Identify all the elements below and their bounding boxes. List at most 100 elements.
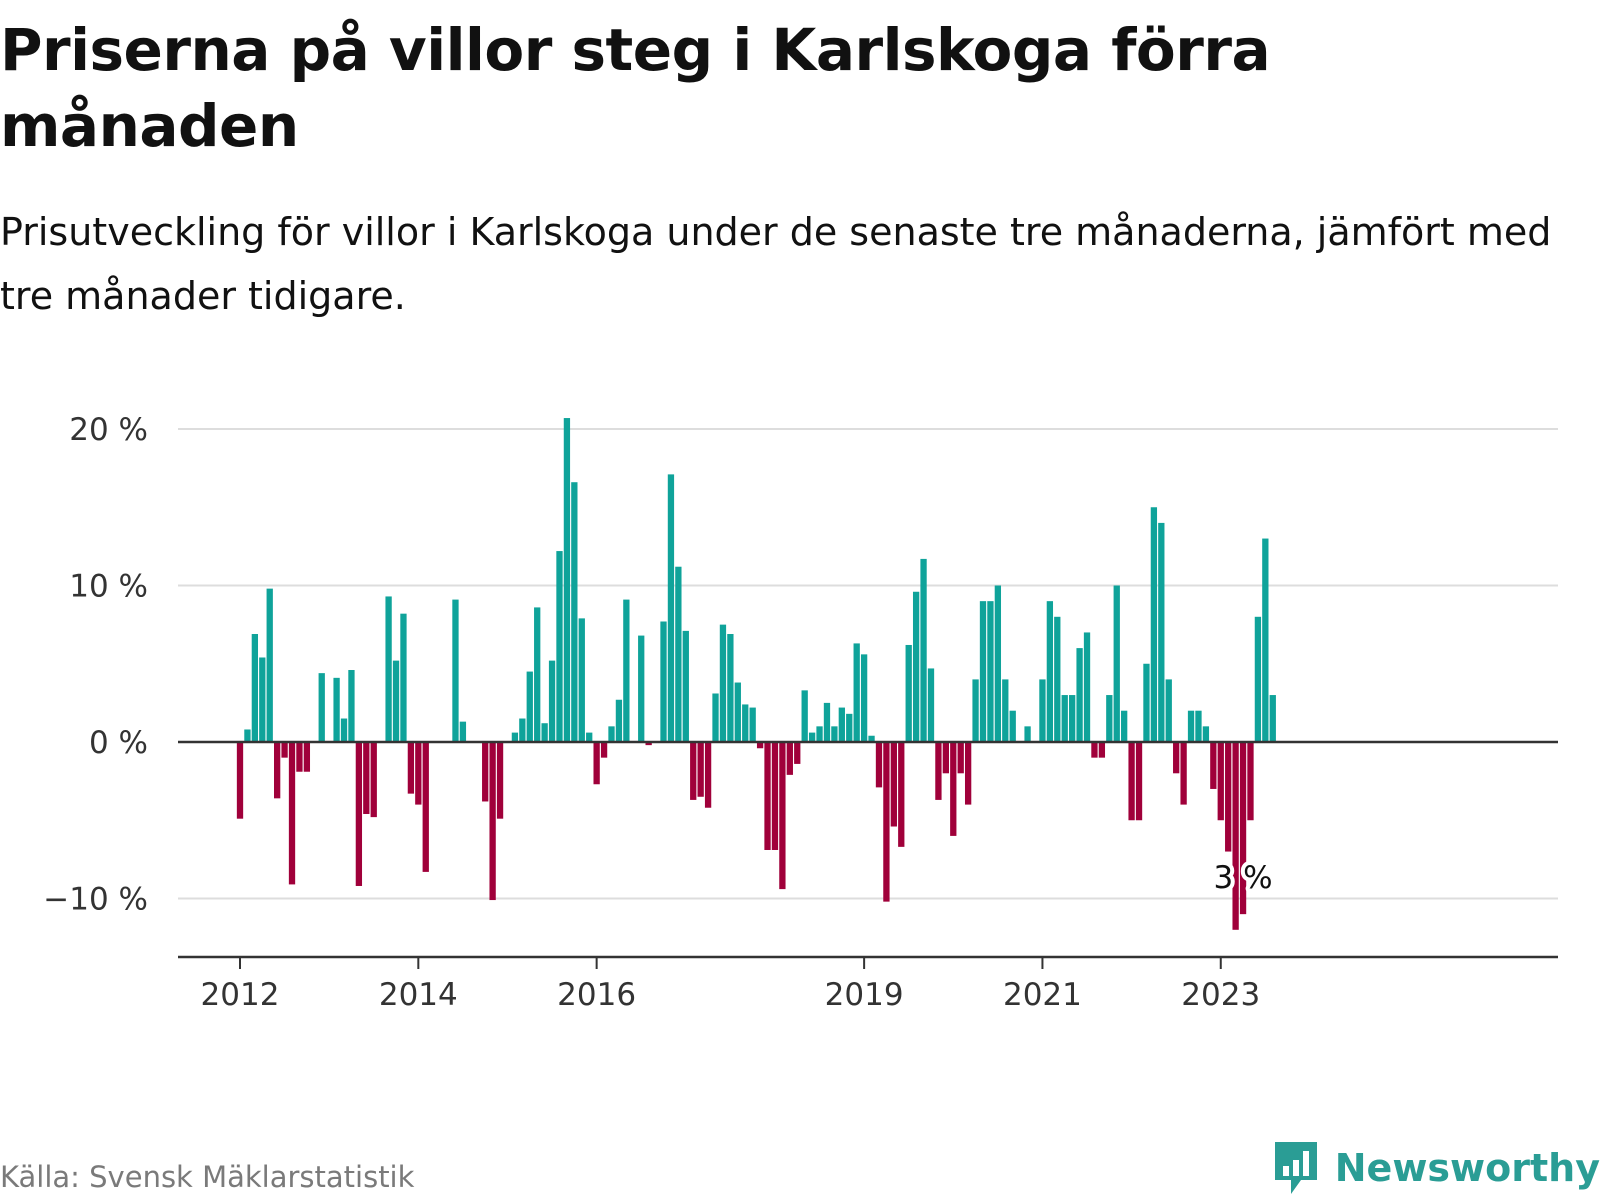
bar	[704, 742, 712, 808]
bar	[816, 726, 823, 742]
source-note: Källa: Svensk Mäklarstatistik	[0, 1160, 415, 1194]
bar	[541, 723, 548, 742]
bar	[1210, 742, 1217, 789]
last-value-label: 3 %	[1214, 860, 1273, 896]
bar	[994, 585, 1002, 742]
x-tick-label: 2019	[825, 977, 904, 1013]
x-tick-label: 2012	[201, 977, 280, 1013]
bar	[1269, 695, 1276, 742]
bar	[972, 679, 979, 742]
bar	[883, 742, 890, 902]
bar	[363, 742, 370, 814]
y-tick-label: 10 %	[69, 569, 148, 605]
bar	[771, 742, 779, 850]
bar	[786, 742, 793, 775]
bar	[415, 742, 422, 805]
bar	[853, 643, 860, 742]
x-tick-label: 2016	[557, 977, 636, 1013]
bar	[712, 693, 719, 743]
bar	[1195, 710, 1202, 742]
bar	[496, 742, 504, 819]
bar	[764, 742, 771, 850]
bar	[623, 599, 630, 742]
bar	[1158, 522, 1165, 742]
bar	[593, 742, 600, 785]
annotations: 3 %	[1210, 856, 1277, 900]
bar	[608, 726, 615, 742]
x-axis-ticks: 2012 2014 2016 2019 2021 2023	[201, 957, 1260, 1013]
bar	[459, 721, 467, 742]
bar	[422, 742, 429, 872]
bar	[1091, 742, 1098, 758]
bar	[1106, 695, 1113, 742]
bar	[1113, 585, 1120, 742]
bar	[860, 654, 868, 742]
bar	[1061, 695, 1068, 742]
bar	[348, 670, 355, 742]
bar	[519, 718, 526, 742]
chart-title: Priserna på villor steg i Karlskoga förr…	[0, 16, 1271, 160]
bar	[838, 707, 845, 742]
bar	[742, 704, 749, 742]
bar	[489, 742, 496, 901]
bar	[1069, 695, 1076, 742]
bar	[1039, 679, 1046, 742]
bar	[318, 673, 325, 742]
bar	[244, 729, 251, 742]
bar	[236, 742, 244, 819]
bar	[1254, 616, 1262, 742]
bar	[779, 742, 786, 890]
bar	[756, 742, 764, 749]
bar	[1143, 663, 1150, 742]
bar	[526, 671, 533, 742]
bar	[935, 742, 942, 800]
bar	[251, 634, 259, 742]
bar	[987, 601, 994, 742]
newsworthy-logo-icon	[1274, 1142, 1317, 1194]
bar	[1232, 742, 1239, 930]
bar	[979, 601, 987, 742]
bar	[808, 732, 816, 742]
bar	[890, 742, 897, 827]
bar	[927, 668, 935, 742]
bar	[1128, 742, 1135, 821]
bar	[794, 742, 801, 764]
bar	[1098, 742, 1106, 758]
bar	[355, 742, 363, 886]
y-tick-label: 0 %	[89, 725, 148, 761]
bar	[534, 607, 541, 742]
bar	[407, 742, 415, 794]
bar	[452, 599, 459, 742]
bar	[734, 682, 741, 742]
bar	[1239, 742, 1247, 915]
bar	[400, 613, 407, 742]
bar	[727, 634, 734, 742]
bar	[482, 742, 489, 802]
bar	[912, 591, 920, 742]
bar	[370, 742, 377, 818]
bar	[563, 418, 571, 742]
bar	[964, 742, 972, 805]
bar	[1121, 710, 1128, 742]
bar	[1187, 710, 1195, 742]
bars	[236, 418, 1276, 930]
bar	[1247, 742, 1254, 821]
bar	[288, 742, 296, 885]
bar	[600, 742, 608, 758]
bar	[950, 742, 957, 836]
bar	[1135, 742, 1143, 821]
bar	[1009, 710, 1016, 742]
bar	[556, 551, 563, 742]
bar	[281, 742, 288, 758]
axes	[178, 740, 1558, 959]
bar	[1046, 601, 1054, 742]
x-tick-label: 2021	[1003, 977, 1082, 1013]
bar	[1262, 538, 1269, 742]
chart-subtitle: Prisutveckling för villor i Karlskoga un…	[0, 210, 1552, 318]
bar	[675, 566, 682, 742]
bar	[511, 732, 519, 742]
bar	[1180, 742, 1187, 805]
bar	[586, 732, 593, 742]
bar	[957, 742, 964, 774]
bar	[638, 635, 645, 742]
